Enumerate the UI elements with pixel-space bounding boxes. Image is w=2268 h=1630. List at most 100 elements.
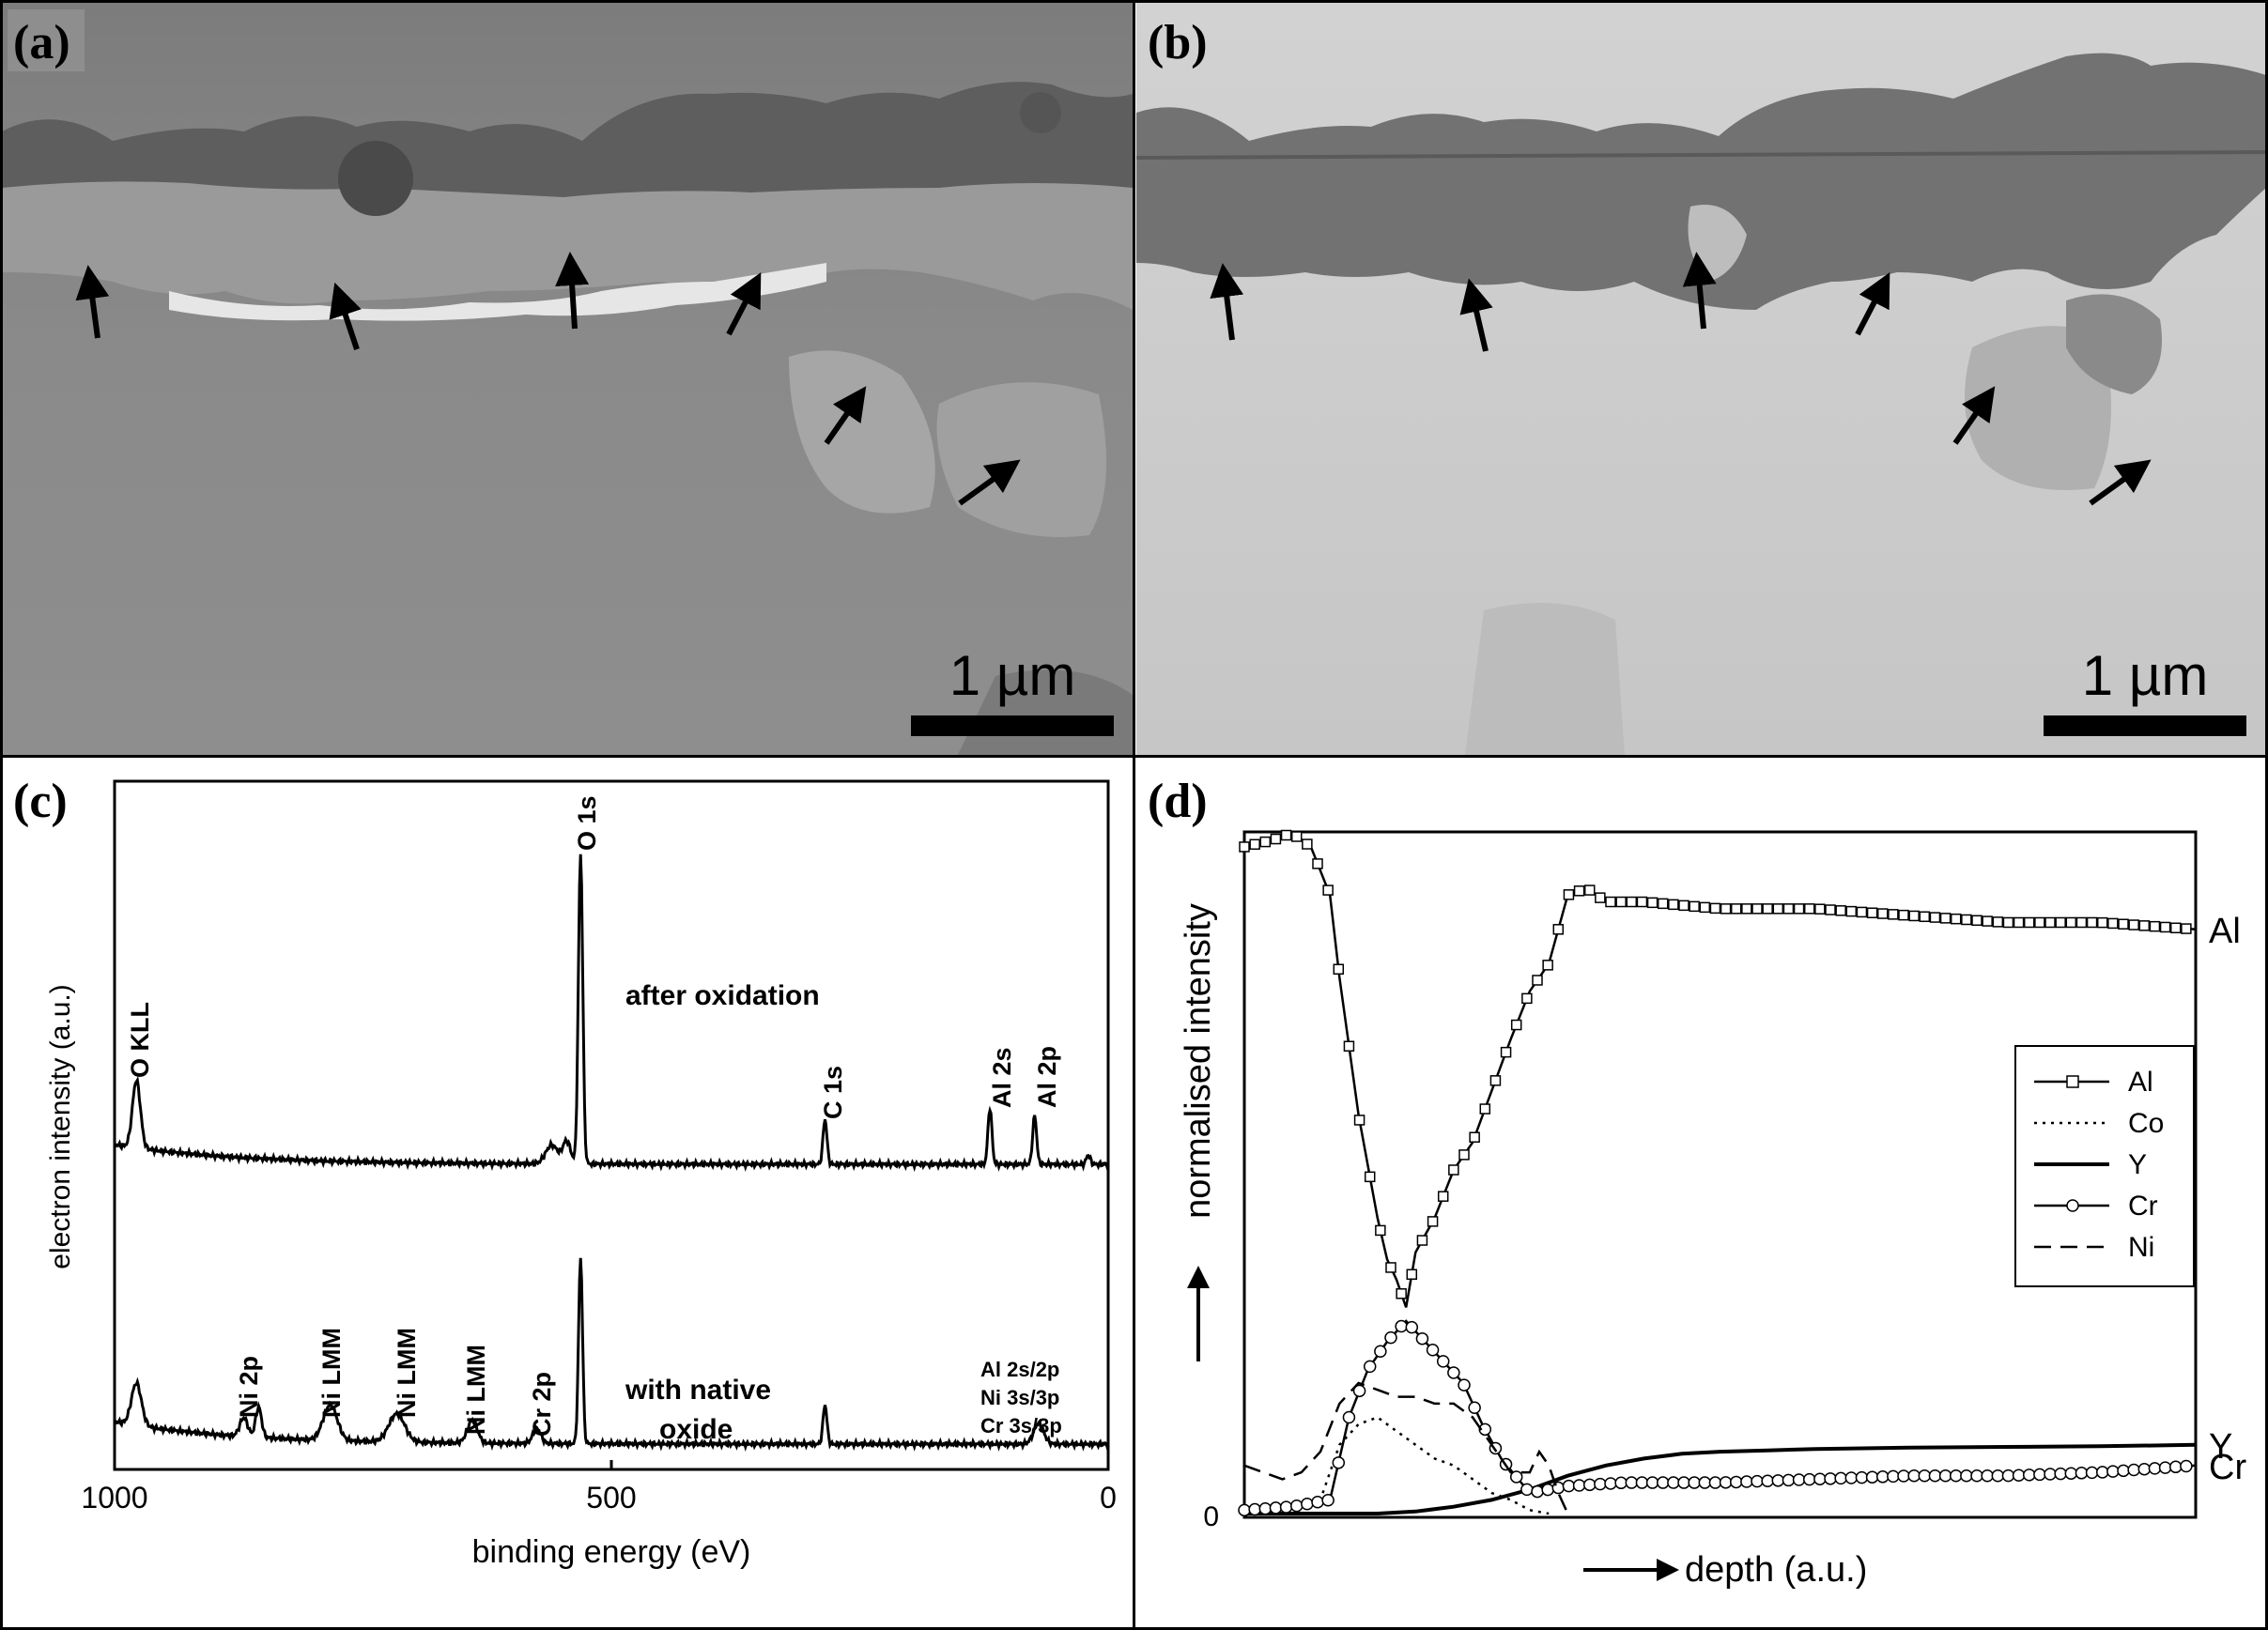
panel-label-a: (a) <box>13 16 70 69</box>
marker-al <box>2044 916 2056 929</box>
marker-cr <box>1782 1473 1796 1487</box>
peak-label-ni-lmm-2: Ni LMM <box>393 1328 421 1418</box>
scale-bar-a <box>911 715 1114 736</box>
legend-marker <box>2066 1199 2079 1212</box>
grain-a <box>936 382 1106 537</box>
marker-cr <box>1436 1355 1450 1368</box>
arrow-icon <box>958 459 1021 506</box>
marker-al <box>1939 913 1952 924</box>
panel-a: 1 µm (a) <box>2 2 1133 755</box>
marker-cr <box>2127 1463 2140 1477</box>
plot-frame-d <box>1242 830 2198 1519</box>
peak-label-multi-line: Ni 3s/3p <box>980 1386 1059 1409</box>
legend-label-al: Al <box>2128 1067 2153 1098</box>
annotation-after-oxidation: after oxidation <box>625 980 820 1011</box>
marker-cr <box>2180 1459 2193 1473</box>
marker-cr <box>1269 1501 1283 1515</box>
marker-al <box>1302 838 1313 850</box>
marker-cr <box>1321 1493 1335 1507</box>
series-line-y <box>1244 1442 2197 1515</box>
marker-cr <box>1384 1330 1397 1345</box>
marker-al <box>1343 1040 1355 1052</box>
peak-label-multi: Al 2s/2p Ni 3s/3p Cr 3s/3p <box>980 1358 1062 1438</box>
marker-cr <box>1656 1476 1670 1489</box>
x-tick-label-c: 0 <box>1100 1481 1117 1515</box>
marker-al <box>1961 914 1972 926</box>
marker-cr <box>2012 1469 2026 1482</box>
panel-label-d: (d) <box>1148 775 1208 828</box>
peak-label-ni-lmm-3: Ni LMM <box>462 1345 490 1435</box>
marker-al <box>1416 1235 1428 1246</box>
marker-cr <box>1604 1477 1617 1490</box>
annotation-native-1: with native <box>625 1375 771 1406</box>
marker-cr <box>1478 1422 1492 1437</box>
marker-cr <box>1468 1401 1481 1415</box>
marker-al <box>1396 1288 1407 1299</box>
marker-cr <box>1875 1470 1890 1484</box>
marker-cr <box>1855 1470 1869 1484</box>
marker-cr <box>2106 1465 2120 1478</box>
marker-al <box>1552 924 1565 935</box>
marker-cr <box>2085 1466 2099 1480</box>
marker-cr <box>1332 1456 1346 1469</box>
marker-cr <box>1813 1472 1827 1485</box>
marker-cr <box>1960 1469 1973 1483</box>
spectrum-after-oxidation <box>113 853 1110 1173</box>
marker-al <box>2128 919 2139 930</box>
peak-label-multi-line: Cr 3s/3p <box>980 1414 1062 1438</box>
marker-cr <box>1342 1410 1356 1424</box>
spectrum-native-oxide <box>113 1257 1110 1452</box>
marker-cr <box>1834 1471 1847 1485</box>
marker-al <box>1312 858 1323 869</box>
marker-cr <box>2117 1464 2130 1478</box>
marker-al <box>2107 917 2119 930</box>
marker-cr <box>2075 1467 2089 1480</box>
marker-al <box>2055 916 2066 929</box>
marker-al <box>1803 903 1815 915</box>
marker-al <box>1333 963 1345 976</box>
marker-al <box>1720 903 1732 915</box>
marker-cr <box>1751 1474 1764 1488</box>
marker-cr <box>1458 1378 1471 1392</box>
panel-label-c: (c) <box>13 775 68 828</box>
marker-cr <box>2148 1462 2162 1475</box>
panel-b: 1 µm (b) <box>1135 2 2267 755</box>
legend-label-co: Co <box>2128 1108 2164 1139</box>
end-label-al: Al <box>2209 912 2241 951</box>
marker-cr <box>1865 1470 1879 1484</box>
marker-al <box>2065 916 2077 929</box>
spectrum-line <box>113 1257 1110 1452</box>
marker-cr <box>1761 1474 1774 1487</box>
marker-cr <box>1918 1469 1932 1483</box>
arrow-icon <box>1855 272 1890 336</box>
y-axis-title-c: electron intensity (a.u.) <box>45 984 76 1269</box>
marker-cr <box>1279 1500 1293 1514</box>
marker-al <box>2013 916 2025 929</box>
legend-label-ni: Ni <box>2128 1232 2154 1263</box>
grain-b <box>1965 326 2111 490</box>
marker-al <box>1510 1019 1522 1031</box>
marker-al <box>1249 838 1260 851</box>
marker-cr <box>1645 1476 1659 1489</box>
marker-al <box>1950 913 1962 925</box>
marker-al <box>2118 918 2129 930</box>
marker-cr <box>1614 1476 1628 1490</box>
peak-label-ni-2p: Ni 2p <box>235 1356 263 1418</box>
marker-al <box>1259 836 1272 848</box>
marker-cr <box>1708 1476 1722 1489</box>
arrow-icon <box>2089 459 2152 506</box>
marker-cr <box>2001 1469 2015 1483</box>
marker-cr <box>1635 1476 1649 1489</box>
marker-al <box>1971 915 1983 927</box>
marker-cr <box>1949 1469 1963 1483</box>
end-label-cr: Cr <box>2209 1448 2246 1487</box>
peak-label-o-1s: O 1s <box>573 795 601 851</box>
y-axis-title-d: normalised intensity <box>1179 903 1218 1219</box>
marker-al <box>1542 960 1553 971</box>
marker-cr <box>1688 1476 1701 1489</box>
marker-cr <box>2095 1466 2109 1479</box>
marker-cr <box>1719 1476 1733 1489</box>
marker-al <box>1353 1115 1365 1126</box>
marker-al <box>1385 1262 1396 1273</box>
series-line-ni <box>1243 1381 1569 1515</box>
